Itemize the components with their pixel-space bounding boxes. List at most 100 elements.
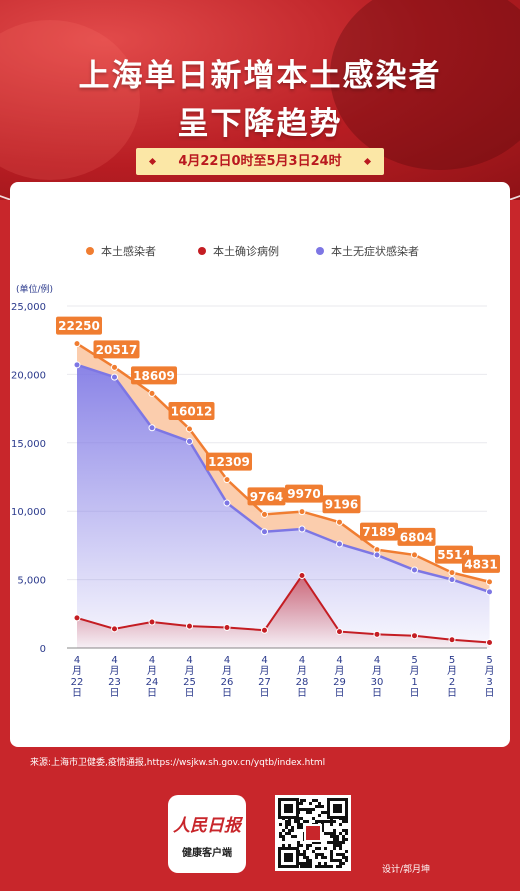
- qr-module: [324, 847, 327, 850]
- qr-module: [339, 853, 342, 856]
- qr-module: [297, 823, 300, 826]
- x-tick-label: 27: [258, 677, 271, 688]
- x-tick-label: 月: [260, 665, 270, 677]
- data-label-box: [168, 401, 215, 420]
- qr-finder: [333, 804, 342, 813]
- qr-module: [336, 838, 339, 841]
- asymptomatic-point: [223, 499, 231, 507]
- qr-module: [315, 853, 318, 856]
- x-tick-label: 月: [410, 665, 420, 677]
- qr-module: [309, 811, 312, 814]
- x-tick-label: 4: [149, 655, 155, 666]
- qr-module: [327, 832, 330, 835]
- qr-module: [291, 835, 294, 838]
- qr-center-logo: [306, 826, 320, 840]
- qr-module: [345, 832, 348, 835]
- qr-module: [300, 817, 303, 820]
- x-tick-label: 28: [296, 677, 309, 688]
- x-tick-label: 5: [449, 655, 455, 666]
- x-tick-label: 日: [447, 688, 457, 699]
- x-tick-label: 22: [71, 677, 84, 688]
- x-tick-label: 25: [183, 677, 196, 688]
- qr-module: [288, 829, 291, 832]
- qr-module: [345, 850, 348, 853]
- legend-label: 本土确诊病例: [213, 244, 279, 258]
- x-tick-label: 月: [447, 665, 457, 677]
- qr-module: [318, 853, 321, 856]
- qr-module: [282, 838, 285, 841]
- x-tick-label: 月: [335, 665, 345, 677]
- qr-module: [300, 808, 303, 811]
- confirmed-point: [261, 626, 268, 634]
- total-infections-line: [76, 342, 490, 584]
- x-tick-label: 月: [185, 665, 195, 677]
- qr-module: [321, 820, 324, 823]
- qr-module: [342, 841, 345, 844]
- total-infections-point: [223, 476, 231, 484]
- qr-module: [300, 865, 303, 868]
- x-tick-label: 4: [74, 655, 80, 666]
- qr-module: [321, 805, 324, 808]
- data-label-box: [206, 452, 252, 471]
- x-tick-label: 29: [333, 677, 346, 688]
- qr-module: [306, 862, 309, 865]
- y-tick-label: 15,000: [11, 439, 46, 450]
- qr-module: [339, 859, 342, 862]
- qr-code[interactable]: [275, 795, 351, 871]
- x-tick-label: 日: [72, 688, 82, 699]
- qr-module: [315, 856, 318, 859]
- data-label-box: [56, 316, 102, 335]
- x-tick-label: 1: [411, 677, 417, 688]
- confirmed-line: [76, 573, 490, 644]
- qr-module: [279, 823, 282, 826]
- asymptomatic-point: [336, 540, 343, 548]
- qr-module: [330, 853, 333, 856]
- qr-module: [306, 847, 309, 850]
- qr-module: [285, 820, 288, 823]
- x-tick-label: 26: [221, 677, 234, 688]
- qr-module: [330, 841, 333, 844]
- x-tick-label: 4: [374, 655, 380, 666]
- x-tick-label: 3: [486, 677, 492, 688]
- data-label-box: [360, 522, 398, 541]
- qr-module: [300, 853, 303, 856]
- confirmed-point: [186, 622, 193, 630]
- qr-module: [300, 862, 303, 865]
- qr-module: [315, 820, 318, 823]
- qr-module: [312, 808, 315, 811]
- qr-module: [303, 853, 306, 856]
- data-label: 18609: [133, 369, 175, 383]
- qr-module: [300, 823, 303, 826]
- qr-module: [342, 835, 345, 838]
- qr-module: [315, 865, 318, 868]
- x-tick-label: 24: [146, 677, 159, 688]
- qr-module: [339, 865, 342, 868]
- qr-module: [333, 835, 336, 838]
- source-note: 来源:上海市卫健委,疫情通报,https://wsjkw.sh.gov.cn/y…: [30, 758, 326, 768]
- page-title: 上海单日新增本土感染者: [78, 58, 442, 94]
- qr-module: [345, 856, 348, 859]
- qr-module: [342, 856, 345, 859]
- qr-module: [285, 823, 288, 826]
- qr-module: [288, 820, 291, 823]
- qr-module: [324, 856, 327, 859]
- x-tick-label: 日: [110, 688, 120, 699]
- qr-module: [303, 865, 306, 868]
- x-tick-label: 日: [222, 688, 232, 699]
- qr-module: [303, 850, 306, 853]
- qr-module: [333, 820, 336, 823]
- qr-module: [333, 841, 336, 844]
- x-tick-label: 日: [335, 688, 345, 699]
- y-tick-label: 25,000: [11, 302, 46, 313]
- x-tick-label: 4: [111, 655, 117, 666]
- qr-module: [321, 853, 324, 856]
- qr-module: [300, 802, 303, 805]
- qr-module: [336, 835, 339, 838]
- total-infections-point: [336, 518, 343, 526]
- x-tick-label: 月: [147, 665, 157, 677]
- legend-marker: [86, 247, 94, 255]
- qr-module: [342, 838, 345, 841]
- y-axis-unit: (单位/例): [16, 283, 53, 295]
- x-tick-label: 日: [410, 688, 420, 699]
- qr-module: [339, 832, 342, 835]
